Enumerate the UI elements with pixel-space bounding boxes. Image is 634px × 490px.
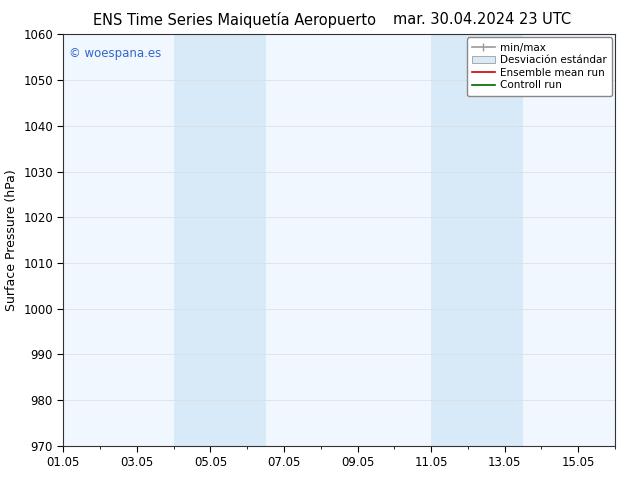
Legend: min/max, Desviación estándar, Ensemble mean run, Controll run: min/max, Desviación estándar, Ensemble m…	[467, 37, 612, 96]
Y-axis label: Surface Pressure (hPa): Surface Pressure (hPa)	[4, 169, 18, 311]
Bar	[431, 34, 523, 446]
Bar	[174, 34, 266, 446]
Text: © woespana.es: © woespana.es	[69, 47, 161, 60]
Text: mar. 30.04.2024 23 UTC: mar. 30.04.2024 23 UTC	[393, 12, 571, 27]
Text: ENS Time Series Maiquetía Aeropuerto: ENS Time Series Maiquetía Aeropuerto	[93, 12, 376, 28]
